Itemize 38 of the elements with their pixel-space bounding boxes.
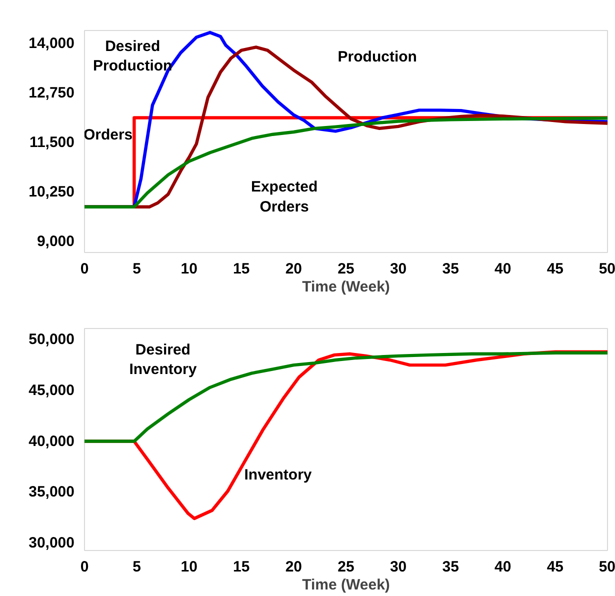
x-tick-label: 35 — [442, 558, 459, 576]
x-tick-label: 50 — [598, 260, 615, 278]
x-tick-label: 45 — [546, 260, 564, 278]
y-tick-label: 14,000 — [28, 34, 75, 52]
x-tick-label: 20 — [285, 558, 302, 576]
series-label: Desired Inventory — [129, 341, 198, 378]
x-tick-label: 40 — [494, 558, 512, 576]
x-tick-label: 50 — [598, 558, 615, 576]
x-axis-title: Time (Week) — [302, 576, 390, 594]
x-tick-label: 10 — [180, 260, 198, 278]
y-tick-label: 11,500 — [29, 134, 75, 151]
x-tick-label: 35 — [442, 260, 459, 278]
x-axis-title: Time (Week) — [302, 278, 390, 296]
y-tick-label: 10,250 — [28, 184, 75, 201]
x-tick-label: 15 — [233, 558, 250, 576]
x-tick-label: 25 — [338, 558, 354, 576]
x-tick-label: 25 — [338, 260, 354, 278]
series-label: Inventory — [244, 466, 312, 484]
y-tick-label: 35,000 — [28, 484, 75, 501]
x-tick-label: 5 — [132, 558, 141, 576]
y-tick-label: 45,000 — [28, 382, 75, 399]
x-tick-label: 0 — [80, 558, 89, 576]
text: Production — [338, 48, 417, 66]
y-tick-label: 9,000 — [36, 233, 75, 250]
text: Expected Orders — [250, 178, 318, 216]
x-tick-label: 10 — [180, 558, 198, 576]
y-tick-label: 12,750 — [28, 84, 75, 102]
x-tick-label: 40 — [494, 260, 512, 278]
y-tick-label: 30,000 — [28, 534, 75, 552]
x-tick-label: 30 — [390, 260, 407, 278]
x-tick-label: 20 — [285, 260, 302, 278]
x-tick-label: 30 — [390, 558, 407, 576]
x-tick-label: 5 — [132, 260, 141, 278]
y-tick-label: 40,000 — [28, 432, 75, 450]
x-tick-label: 15 — [233, 260, 250, 278]
y-tick-label: 50,000 — [28, 331, 75, 348]
x-tick-label: 0 — [80, 260, 89, 278]
x-tick-label: 45 — [546, 558, 564, 576]
